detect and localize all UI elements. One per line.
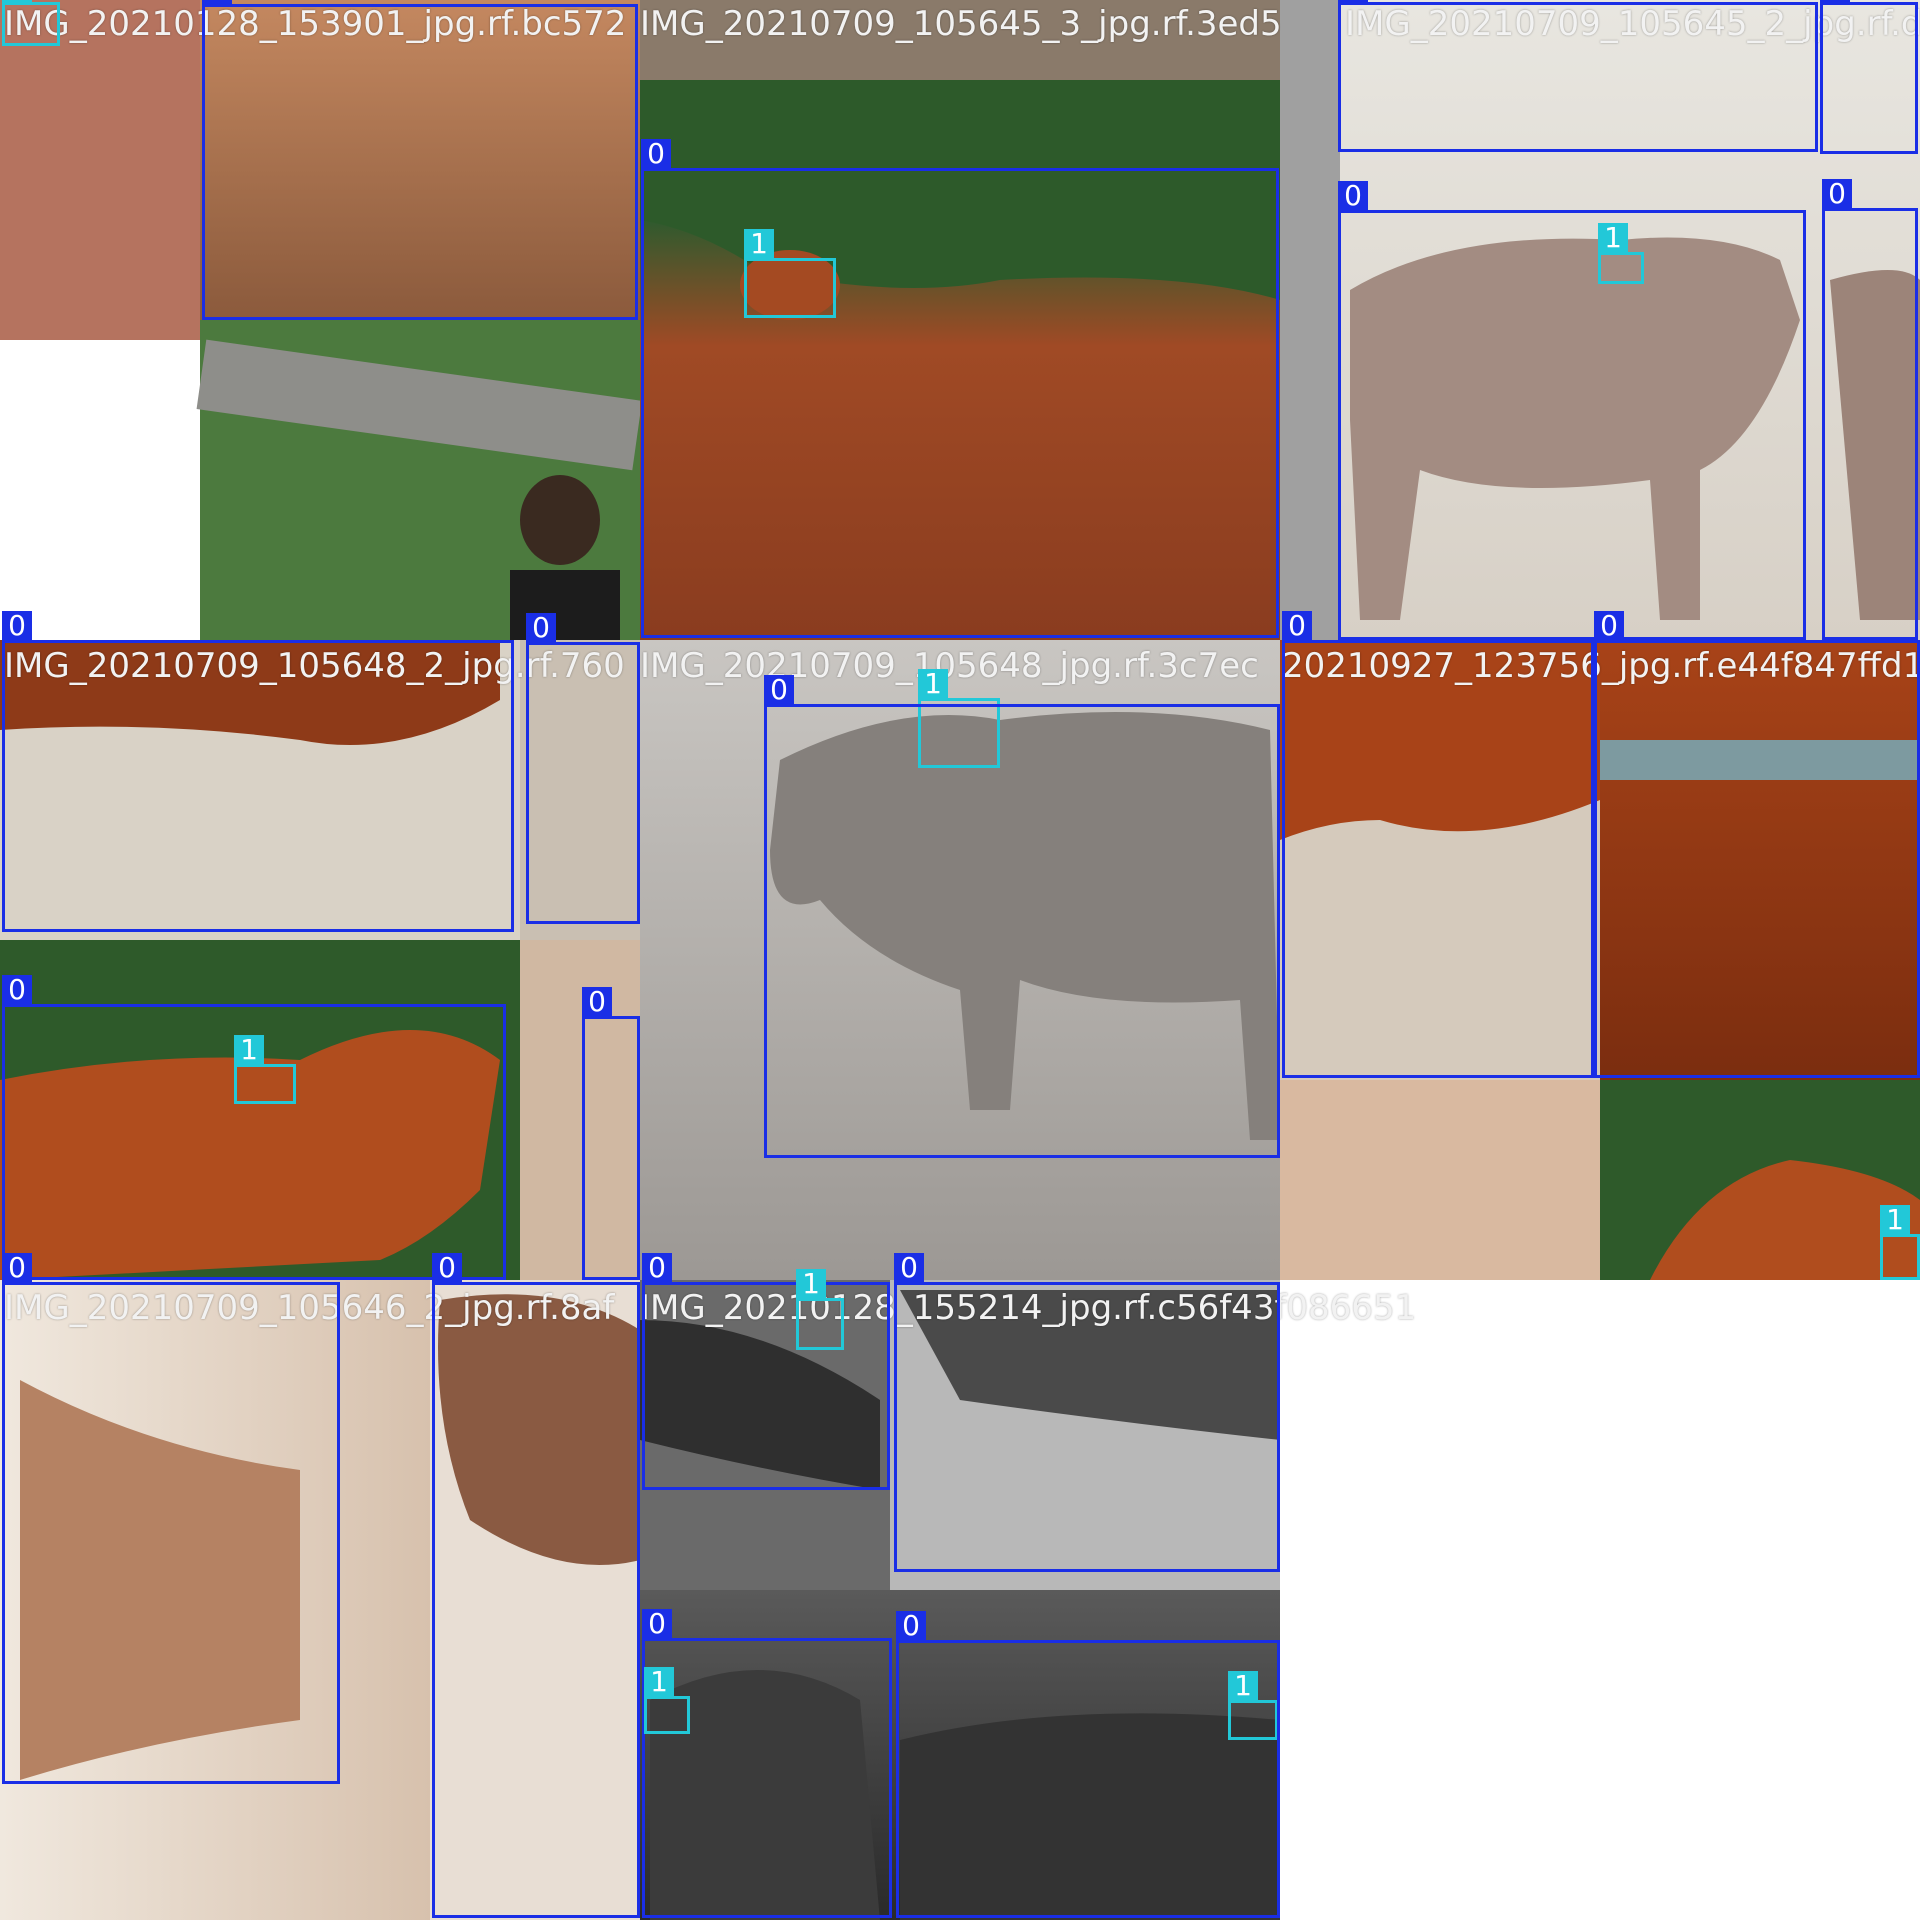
detection-box: 0 xyxy=(432,1253,640,1918)
class-tag: 0 xyxy=(1282,611,1312,641)
filename-label: IMG_20210709_105645_2_jpg.rf.d73 xyxy=(1345,4,1920,44)
class-tag: 1 xyxy=(234,1035,264,1065)
class-tag: 1 xyxy=(644,1667,674,1697)
detection-box: 0 xyxy=(764,675,1280,1158)
class-tag: 0 xyxy=(526,613,556,643)
class-tag: 0 xyxy=(202,0,232,5)
detection-box: 0 xyxy=(1822,179,1918,640)
detection-box: 1 xyxy=(744,229,836,318)
class-tag: 1 xyxy=(744,229,774,259)
filename-label: IMG_20210709_105648_jpg.rf.3c7ec xyxy=(640,646,1259,686)
class-tag: 0 xyxy=(1338,0,1368,3)
class-tag: 1 xyxy=(796,1269,826,1299)
filename-label: IMG_20210709_105646_2_jpg.rf.8af xyxy=(4,1288,615,1328)
class-tag: 0 xyxy=(894,1253,924,1283)
detection-box: 1 xyxy=(1228,1671,1278,1740)
detection-box: 0 xyxy=(202,0,638,320)
class-tag: 0 xyxy=(1338,181,1368,211)
detection-box: 0 xyxy=(641,139,1279,638)
detection-box: 0 xyxy=(2,611,514,932)
detection-box: 0 xyxy=(1338,181,1806,640)
class-tag: 1 xyxy=(918,669,948,699)
class-tag: 0 xyxy=(1594,611,1624,641)
detection-box: 0 xyxy=(1338,0,1818,152)
filename-label: IMG_20210709_105648_2_jpg.rf.760 xyxy=(4,646,625,686)
class-tag: 0 xyxy=(1822,179,1852,209)
detection-box: 1 xyxy=(2,0,60,46)
detection-box: 0 xyxy=(526,613,640,924)
class-tag: 0 xyxy=(2,611,32,641)
class-tag: 0 xyxy=(642,1609,672,1639)
detection-box: 1 xyxy=(234,1035,296,1104)
filename-label: IMG_20210128_155214_jpg.rf.c56f43f086651 xyxy=(640,1288,1417,1328)
detection-box: 0 xyxy=(1820,0,1918,154)
detection-box: 0 xyxy=(2,1253,340,1784)
class-tag: 0 xyxy=(2,1253,32,1283)
detection-box: 1 xyxy=(1880,1205,1920,1280)
class-tag: 1 xyxy=(2,0,32,3)
class-tag: 0 xyxy=(432,1253,462,1283)
detection-box: 1 xyxy=(918,669,1000,768)
class-tag: 0 xyxy=(582,987,612,1017)
class-tag: 0 xyxy=(1820,0,1850,3)
class-tag: 0 xyxy=(641,139,671,169)
detection-box: 0 xyxy=(642,1253,890,1490)
detection-box: 1 xyxy=(1598,223,1644,284)
detection-box: 1 xyxy=(644,1667,690,1734)
filename-label: IMG_20210709_105645_3_jpg.rf.3ed5 xyxy=(640,4,1282,44)
class-tag: 1 xyxy=(1598,223,1628,253)
class-tag: 0 xyxy=(896,1611,926,1641)
detection-box: 0 xyxy=(1282,611,1594,1078)
detection-box: 0 xyxy=(894,1253,1280,1572)
detection-box: 0 xyxy=(642,1609,892,1918)
detection-box: 0 xyxy=(896,1611,1280,1918)
detection-box: 0 xyxy=(582,987,640,1280)
class-tag: 0 xyxy=(2,975,32,1005)
detection-box: 0 xyxy=(2,975,506,1280)
class-tag: 0 xyxy=(764,675,794,705)
class-tag: 1 xyxy=(1228,1671,1258,1701)
detection-box: 0 xyxy=(1594,611,1920,1078)
class-tag: 1 xyxy=(1880,1205,1910,1235)
detection-box: 1 xyxy=(796,1269,844,1350)
filename-label: IMG_20210128_153901_jpg.rf.bc572 xyxy=(4,4,627,44)
class-tag: 0 xyxy=(642,1253,672,1283)
filename-label: 20210927_123756_jpg.rf.e44f847ffd1 xyxy=(1282,646,1920,686)
